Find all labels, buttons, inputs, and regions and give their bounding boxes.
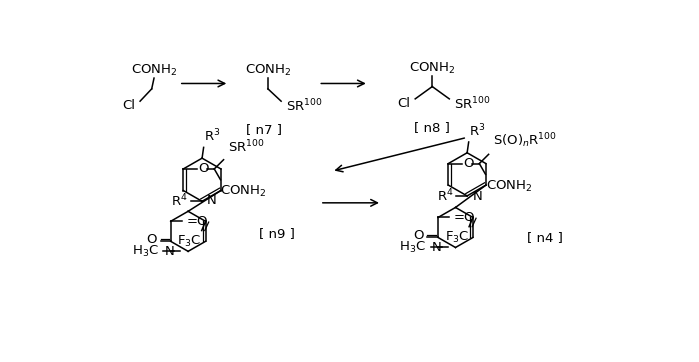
- Text: H$_3$C: H$_3$C: [399, 240, 426, 255]
- Text: O: O: [146, 233, 157, 246]
- Text: SR$^{100}$: SR$^{100}$: [286, 97, 322, 114]
- Text: R$^4$: R$^4$: [171, 193, 188, 210]
- Text: CONH$_2$: CONH$_2$: [131, 63, 177, 78]
- Text: R$^3$: R$^3$: [470, 122, 486, 139]
- Text: O: O: [463, 157, 474, 170]
- Text: Cl: Cl: [398, 97, 410, 110]
- Text: CONH$_2$: CONH$_2$: [486, 179, 532, 194]
- Text: F$_3$C: F$_3$C: [445, 230, 469, 245]
- Text: R$^3$: R$^3$: [204, 128, 221, 144]
- Text: [ n8 ]: [ n8 ]: [415, 121, 450, 134]
- Text: SR$^{100}$: SR$^{100}$: [454, 95, 491, 112]
- Text: N: N: [207, 194, 217, 207]
- Text: N: N: [473, 190, 483, 203]
- Text: =O: =O: [186, 215, 208, 228]
- Text: F$_3$C: F$_3$C: [177, 233, 202, 249]
- Text: [ n7 ]: [ n7 ]: [246, 123, 282, 136]
- Text: CONH$_2$: CONH$_2$: [245, 63, 291, 78]
- Text: H$_3$C: H$_3$C: [132, 244, 159, 259]
- Text: S(O)$_n$R$^{100}$: S(O)$_n$R$^{100}$: [493, 131, 557, 150]
- Text: =O: =O: [454, 211, 475, 224]
- Text: Cl: Cl: [122, 99, 136, 112]
- Text: CONH$_2$: CONH$_2$: [409, 61, 455, 76]
- Text: O: O: [414, 230, 424, 243]
- Text: N: N: [432, 241, 442, 254]
- Text: [ n4 ]: [ n4 ]: [526, 231, 563, 244]
- Text: [ n9 ]: [ n9 ]: [259, 227, 295, 240]
- Text: CONH$_2$: CONH$_2$: [220, 184, 266, 199]
- Text: SR$^{100}$: SR$^{100}$: [229, 139, 265, 155]
- Text: N: N: [164, 245, 174, 258]
- Text: O: O: [199, 163, 209, 176]
- Text: R$^4$: R$^4$: [436, 188, 453, 204]
